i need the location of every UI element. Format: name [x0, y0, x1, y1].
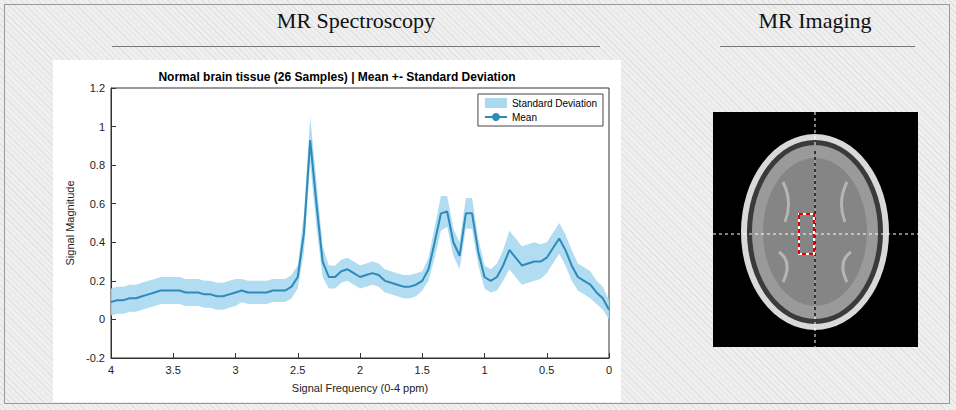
svg-text:0: 0: [99, 313, 105, 325]
svg-text:0.8: 0.8: [90, 159, 105, 171]
svg-text:0.6: 0.6: [90, 198, 105, 210]
svg-text:Signal Frequency (0-4 ppm): Signal Frequency (0-4 ppm): [292, 382, 428, 394]
svg-text:0: 0: [606, 364, 612, 376]
svg-text:0.4: 0.4: [90, 236, 105, 248]
svg-text:1: 1: [481, 364, 487, 376]
html-text:MR Imaging: MR Imaging: [758, 8, 872, 33]
svg-text:Mean: Mean: [512, 112, 537, 123]
svg-text:0.5: 0.5: [539, 364, 554, 376]
svg-text:2: 2: [357, 364, 363, 376]
svg-text:Normal brain tissue (26 Sample: Normal brain tissue (26 Samples) | Mean …: [158, 70, 515, 84]
html-text:MR Spectroscopy: MR Spectroscopy: [276, 8, 436, 33]
svg-text:1.2: 1.2: [90, 82, 105, 94]
svg-text:3.5: 3.5: [166, 364, 181, 376]
svg-text:Signal Magnitude: Signal Magnitude: [64, 180, 76, 265]
svg-text:2.5: 2.5: [290, 364, 305, 376]
svg-text:3: 3: [232, 364, 238, 376]
svg-text:Standard Deviation: Standard Deviation: [512, 98, 597, 109]
svg-text:1.5: 1.5: [415, 364, 430, 376]
svg-text:-0.2: -0.2: [86, 352, 105, 364]
svg-text:4: 4: [108, 364, 114, 376]
svg-text:1: 1: [99, 121, 105, 133]
svg-text:0.2: 0.2: [90, 275, 105, 287]
